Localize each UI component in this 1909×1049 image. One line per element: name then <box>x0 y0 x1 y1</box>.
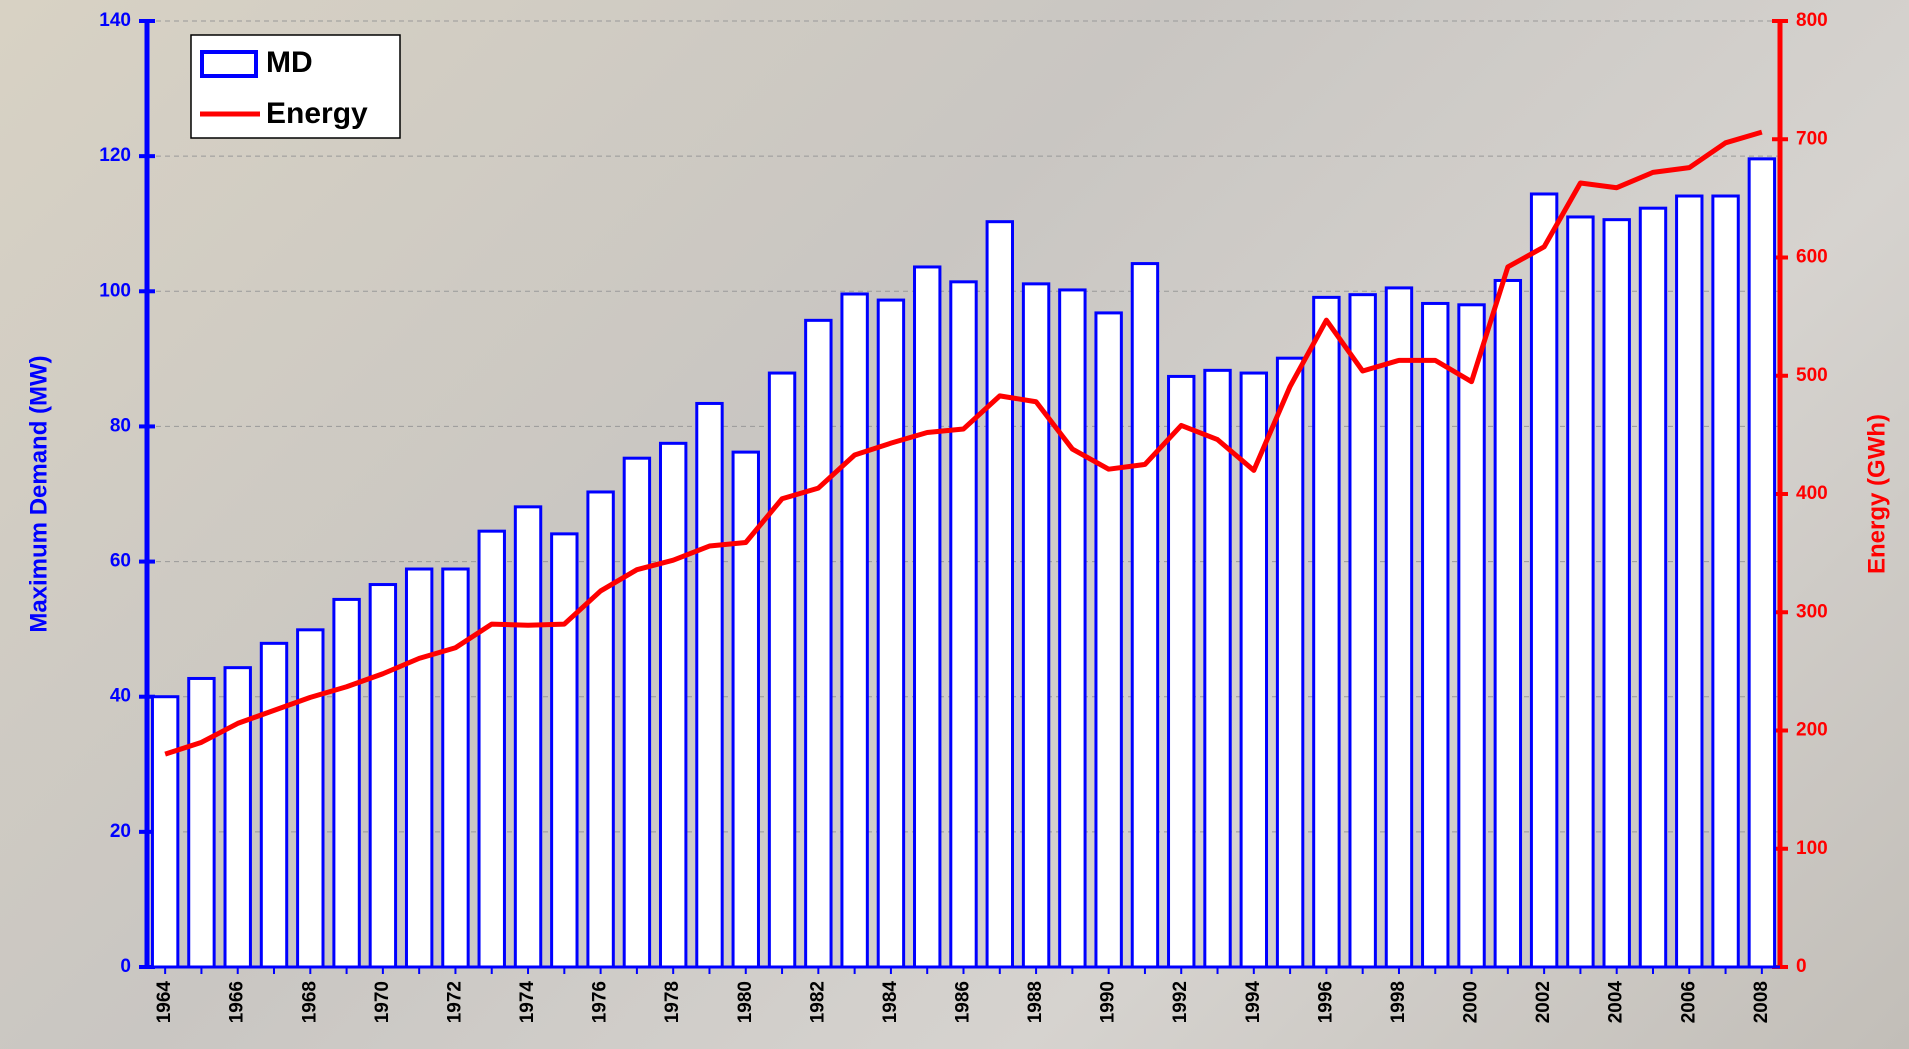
y-axis-title: Maximum Demand (MW) <box>25 355 52 632</box>
y-tick-label: 140 <box>99 10 131 31</box>
bar <box>1348 293 1377 969</box>
x-tick-label: 1990 <box>1098 981 1119 1023</box>
bar <box>1675 194 1704 969</box>
y-tick-label: 80 <box>110 415 131 436</box>
bar <box>913 265 942 969</box>
x-tick-label: 1980 <box>735 981 756 1023</box>
y2-axis-title: Energy (GWh) <box>1863 414 1890 574</box>
y2-tick-label: 100 <box>1796 838 1828 859</box>
y2-tick-label: 0 <box>1796 956 1807 977</box>
bar <box>1203 368 1232 969</box>
bar <box>586 490 615 969</box>
bar <box>1493 278 1523 969</box>
x-tick-label: 1974 <box>517 981 538 1024</box>
bar <box>1711 194 1740 969</box>
legend-label: Energy <box>266 97 368 130</box>
bar <box>187 676 216 969</box>
x-tick-label: 2000 <box>1461 981 1482 1023</box>
y2-tick-label: 400 <box>1796 483 1828 504</box>
bar <box>150 695 180 969</box>
x-tick-label: 1988 <box>1025 981 1046 1023</box>
y2-tick-label: 300 <box>1796 601 1828 622</box>
bar <box>1566 215 1595 969</box>
bar <box>804 318 833 969</box>
bar <box>404 567 434 969</box>
legend-label: MD <box>266 46 313 79</box>
bar <box>767 371 797 969</box>
y-tick-label: 0 <box>120 956 131 977</box>
bar <box>368 583 398 969</box>
bar <box>985 220 1014 969</box>
x-tick-label: 2006 <box>1678 981 1699 1023</box>
y2-tick-label: 800 <box>1796 10 1828 31</box>
bar <box>622 456 652 969</box>
bar <box>1457 303 1486 969</box>
bar <box>1602 218 1631 969</box>
y-tick-label: 20 <box>110 821 131 842</box>
bar <box>223 666 252 969</box>
bar <box>1638 206 1668 969</box>
y-tick-label: 120 <box>99 145 131 166</box>
bar <box>1275 356 1305 969</box>
x-tick-label: 1998 <box>1388 981 1409 1023</box>
bar <box>840 292 869 969</box>
x-tick-label: 1994 <box>1243 981 1264 1024</box>
x-tick-label: 1976 <box>590 981 611 1023</box>
bar <box>513 505 543 969</box>
bar <box>296 628 325 969</box>
x-tick-label: 1964 <box>154 981 175 1024</box>
bar <box>441 567 470 969</box>
bar <box>1747 157 1777 969</box>
x-tick-label: 1996 <box>1315 981 1336 1023</box>
y-tick-label: 60 <box>110 551 131 572</box>
bar <box>477 529 506 969</box>
y2-tick-label: 200 <box>1796 720 1828 741</box>
bar <box>731 450 760 969</box>
bar <box>1021 282 1051 969</box>
x-tick-label: 2008 <box>1751 981 1772 1023</box>
y2-tick-label: 500 <box>1796 365 1828 386</box>
bar <box>259 641 289 969</box>
y-tick-label: 40 <box>110 686 131 707</box>
bar <box>1312 295 1341 969</box>
y2-tick-label: 700 <box>1796 128 1828 149</box>
x-tick-label: 1986 <box>953 981 974 1023</box>
x-tick-label: 1984 <box>880 981 901 1024</box>
bar <box>1421 301 1450 969</box>
line <box>164 129 1763 757</box>
legend-swatch <box>200 50 258 78</box>
x-tick-label: 2002 <box>1533 981 1554 1023</box>
x-tick-label: 1966 <box>227 981 248 1023</box>
x-tick-label: 1968 <box>299 981 320 1023</box>
bar <box>658 441 688 969</box>
x-tick-label: 1970 <box>372 981 393 1023</box>
bar <box>1058 288 1087 969</box>
bar <box>1384 286 1414 969</box>
bar <box>876 298 906 969</box>
y-tick-label: 100 <box>99 280 131 301</box>
x-tick-label: 2004 <box>1606 981 1627 1024</box>
x-tick-label: 1982 <box>807 981 828 1023</box>
x-tick-label: 1978 <box>662 981 683 1023</box>
bar <box>1529 192 1559 969</box>
x-tick-label: 1972 <box>444 981 465 1023</box>
bar <box>1130 262 1160 969</box>
bar <box>550 532 579 969</box>
bar <box>1094 311 1123 969</box>
y2-tick-label: 600 <box>1796 247 1828 268</box>
bar <box>1167 374 1196 969</box>
x-tick-label: 1992 <box>1170 981 1191 1023</box>
bar <box>949 280 978 969</box>
bar <box>695 401 724 969</box>
bar <box>332 597 361 969</box>
